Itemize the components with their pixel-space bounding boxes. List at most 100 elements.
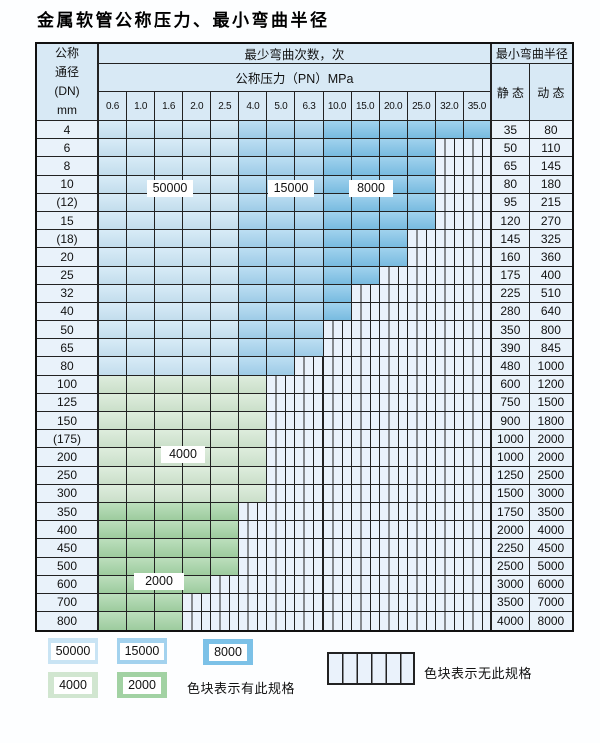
no-spec-cell: [379, 612, 408, 631]
spec-cell: [267, 139, 296, 158]
spec-cell: [407, 211, 436, 231]
dn-cell: 8: [37, 157, 99, 176]
spec-cell: [239, 393, 268, 412]
dn-cell: 400: [37, 521, 99, 540]
spec-cell: [351, 121, 380, 140]
no-spec-cell: [295, 575, 324, 594]
static-value-cell: 750: [491, 393, 530, 412]
no-spec-cell: [407, 448, 436, 467]
page-title: 金属软管公称压力、最小弯曲半径: [37, 11, 330, 31]
spec-cell: [323, 266, 352, 285]
no-spec-cell: [267, 393, 296, 412]
spec-cell: [267, 230, 296, 249]
no-spec-cell: [323, 339, 352, 358]
no-spec-cell: [267, 484, 296, 503]
spec-cell: [183, 466, 212, 485]
no-spec-cell: [239, 593, 268, 613]
dynamic-value-cell: 2500: [529, 466, 572, 485]
spec-cell: [407, 139, 436, 158]
spec-cell: [239, 466, 268, 485]
spec-table: 公称 通径 (DN) mm 最少弯曲次数，次 最小弯曲半径 公称压力（PN）MP…: [35, 42, 574, 633]
spec-cell: [127, 248, 156, 267]
spec-cell: [99, 266, 128, 285]
dynamic-value-cell: 8000: [529, 612, 572, 631]
spec-cell: [99, 539, 128, 558]
no-spec-cell: [435, 484, 464, 503]
no-spec-cell: [379, 466, 408, 485]
spec-cell: [407, 121, 436, 140]
spec-cell: [127, 466, 156, 485]
spec-cell: [211, 157, 240, 176]
spec-cell: [323, 248, 352, 267]
no-spec-cell: [435, 211, 464, 231]
spec-cell: [155, 484, 184, 503]
spec-cell: [183, 211, 212, 231]
dn-column-header: 公称 通径 (DN) mm: [37, 44, 99, 121]
spec-cell: [211, 521, 240, 540]
dn-cell: 50: [37, 321, 99, 340]
dynamic-value-cell: 2000: [529, 430, 572, 449]
spec-cell: [211, 139, 240, 158]
dynamic-value-cell: 3000: [529, 484, 572, 503]
no-spec-cell: [435, 375, 464, 394]
no-spec-cell: [267, 557, 296, 576]
spec-cell: [211, 357, 240, 376]
spec-cell: [239, 430, 268, 449]
no-spec-cell: [463, 284, 492, 303]
no-spec-cell: [407, 593, 436, 613]
no-spec-cell: [183, 593, 212, 613]
no-spec-cell: [435, 521, 464, 540]
no-spec-cell: [463, 393, 492, 412]
spec-cell: [183, 157, 212, 176]
no-spec-cell: [351, 302, 380, 322]
no-spec-cell: [435, 357, 464, 376]
spec-cell: [155, 121, 184, 140]
no-spec-cell: [323, 375, 352, 394]
static-value-cell: 480: [491, 357, 530, 376]
spec-cell: [99, 557, 128, 576]
no-spec-cell: [211, 575, 240, 594]
no-spec-cell: [407, 266, 436, 285]
spec-cell: [211, 302, 240, 322]
no-spec-cell: [435, 466, 464, 485]
no-spec-cell: [379, 321, 408, 340]
no-spec-cell: [463, 502, 492, 522]
no-spec-cell: [239, 521, 268, 540]
legend-swatch-label: 50000: [50, 642, 96, 660]
spec-cell: [183, 302, 212, 322]
no-spec-cell: [407, 575, 436, 594]
dynamic-value-cell: 4000: [529, 521, 572, 540]
dynamic-value-cell: 2000: [529, 448, 572, 467]
spec-cell: [267, 284, 296, 303]
no-spec-cell: [463, 484, 492, 503]
spec-cell: [295, 248, 324, 267]
static-value-cell: 175: [491, 266, 530, 285]
no-spec-cell: [351, 466, 380, 485]
no-spec-cell: [463, 412, 492, 431]
dynamic-value-cell: 360: [529, 248, 572, 267]
spec-cell: [99, 321, 128, 340]
dn-cell: 4: [37, 121, 99, 140]
no-spec-cell: [435, 175, 464, 194]
static-value-cell: 280: [491, 302, 530, 322]
static-value-cell: 900: [491, 412, 530, 431]
spec-cell: [155, 157, 184, 176]
spec-cell: [183, 321, 212, 340]
spec-cell: [183, 266, 212, 285]
spec-cell: [211, 412, 240, 431]
no-spec-cell: [463, 266, 492, 285]
spec-cell: [99, 484, 128, 503]
no-spec-cell: [407, 393, 436, 412]
pressure-tick: 10.0: [323, 92, 352, 121]
dynamic-value-cell: 1000: [529, 357, 572, 376]
no-spec-cell: [323, 430, 352, 449]
no-spec-cell: [351, 412, 380, 431]
no-spec-cell: [463, 593, 492, 613]
spec-cell: [295, 139, 324, 158]
no-spec-cell: [435, 284, 464, 303]
no-spec-cell: [239, 575, 268, 594]
no-spec-cell: [379, 339, 408, 358]
spec-cell: [99, 284, 128, 303]
spec-cell: [211, 266, 240, 285]
no-spec-cell: [435, 321, 464, 340]
